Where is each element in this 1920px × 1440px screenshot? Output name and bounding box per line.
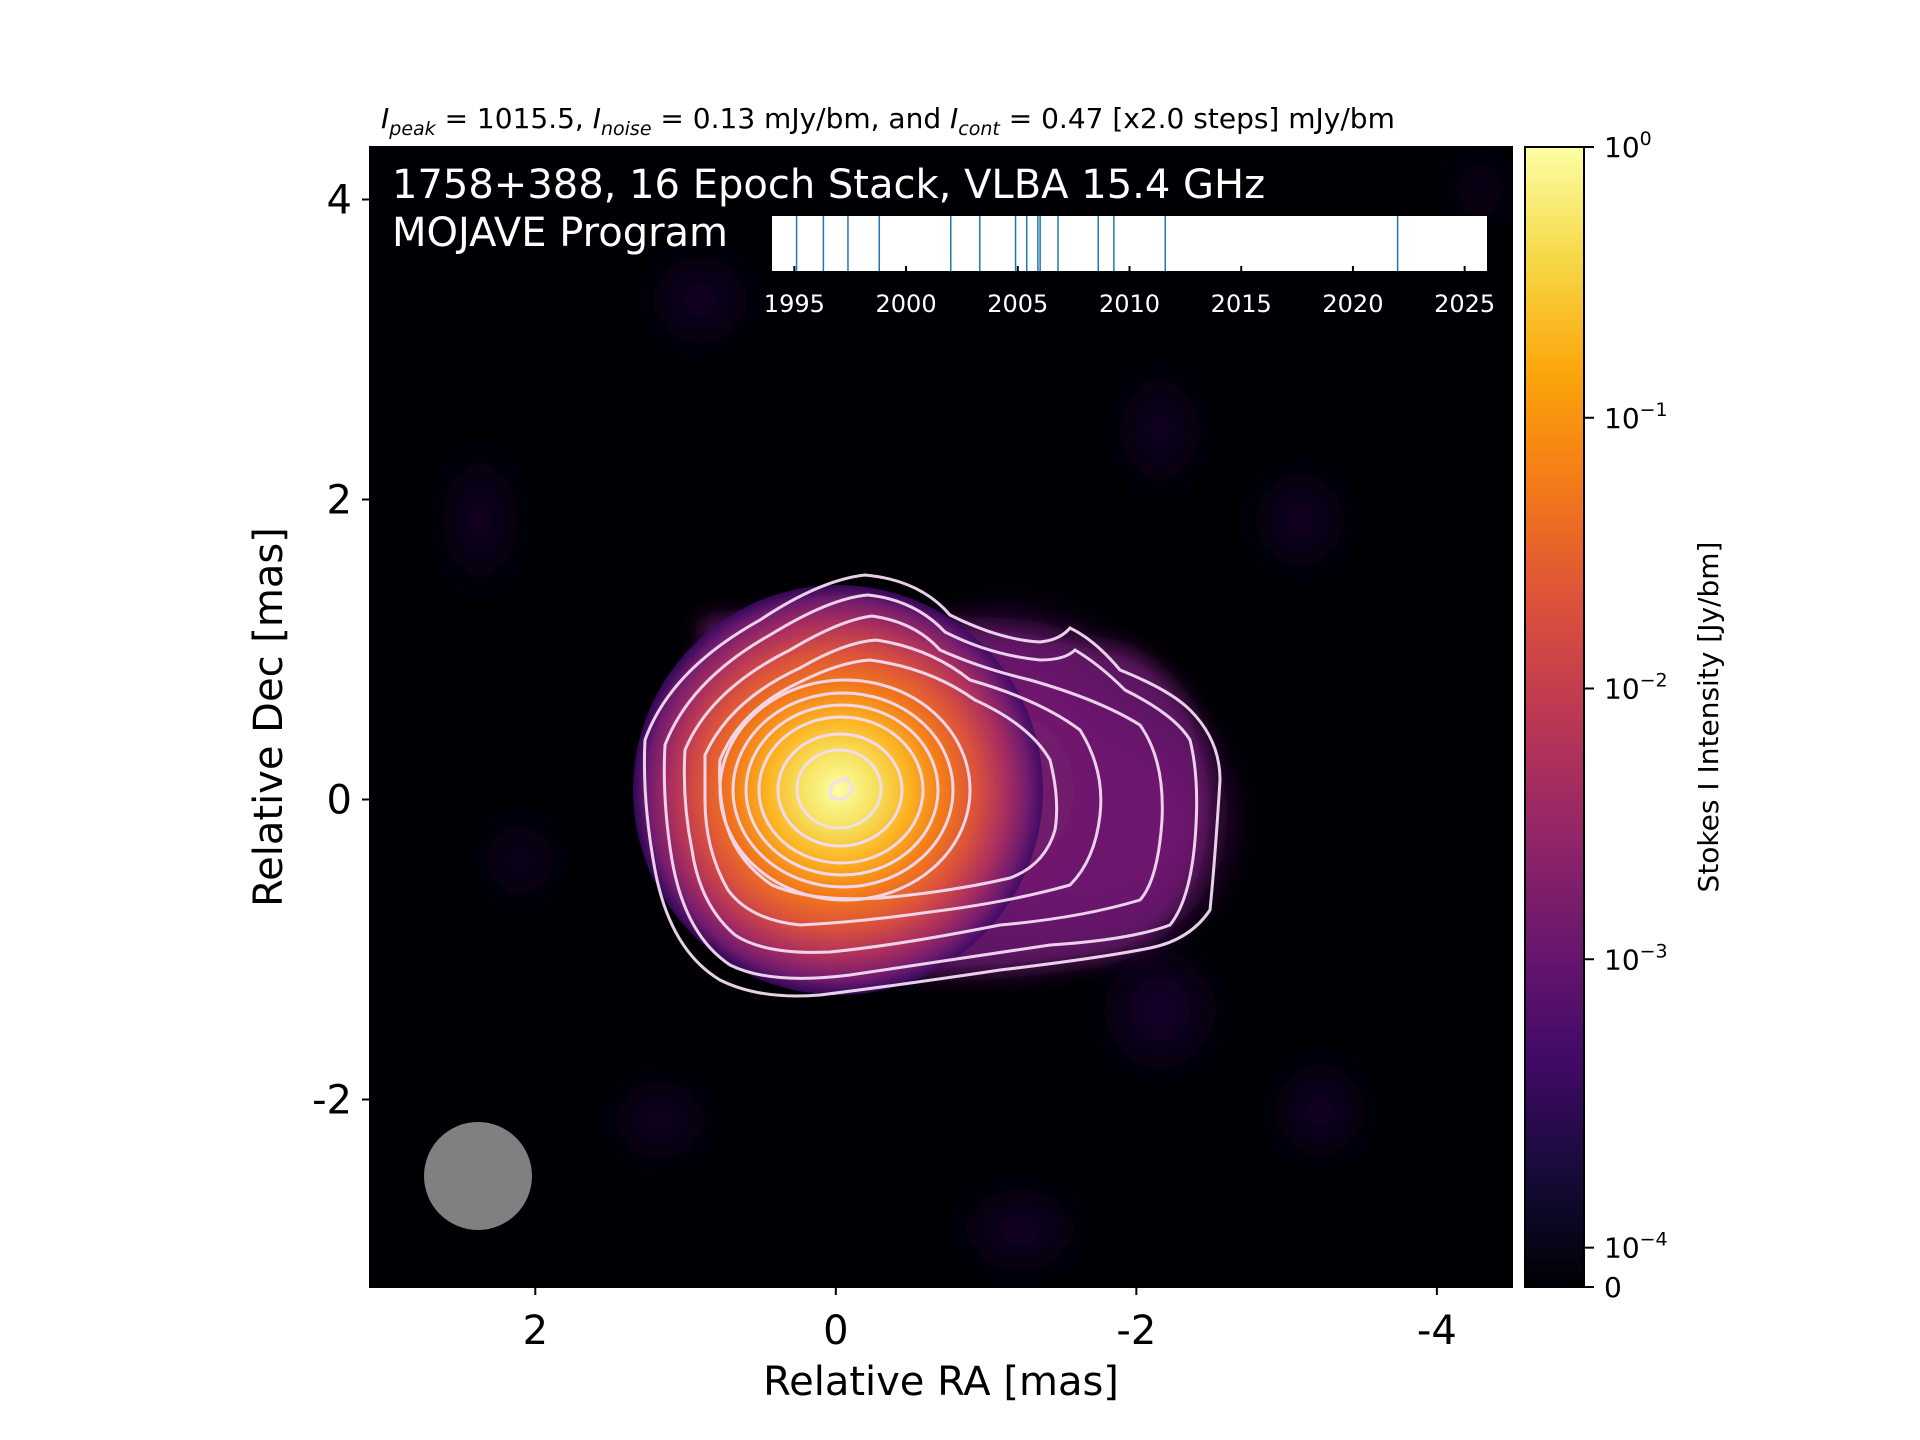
- colorbar-label: Stokes I Intensity [Jy/bm]: [1692, 542, 1725, 893]
- timeline-box: [772, 216, 1487, 271]
- x-tick-label: 0: [823, 1308, 848, 1354]
- plot-area: [370, 147, 1512, 1287]
- colorbar-tick-label: 0: [1604, 1271, 1622, 1304]
- y-axis-label: Relative Dec [mas]: [246, 527, 292, 907]
- timeline-tick-label: 2015: [1211, 290, 1272, 318]
- y-tick-label: 2: [327, 478, 352, 524]
- timeline-tick-label: 2005: [987, 290, 1048, 318]
- y-tick-label: -2: [312, 1078, 352, 1124]
- x-axis-label: Relative RA [mas]: [763, 1359, 1119, 1405]
- timeline-tick-label: 2010: [1099, 290, 1160, 318]
- y-tick-label: 4: [327, 178, 352, 224]
- x-tick-label: 2: [523, 1308, 548, 1354]
- colorbar: 100 10−1 10−2 10−3 10−4 0 Stokes I Intensity …: [1524, 128, 1725, 1304]
- timeline-tick-label: 2020: [1322, 290, 1383, 318]
- x-tick-label: -4: [1417, 1308, 1457, 1354]
- colorbar-tick-label: 10−1: [1604, 399, 1668, 435]
- contours: [642, 573, 1222, 998]
- timeline-tick-label: 2025: [1434, 290, 1495, 318]
- colorbar-tick-label: 10−2: [1604, 670, 1668, 706]
- colorbar-tick-label: 100: [1604, 128, 1652, 164]
- overlay-title-line2: MOJAVE Program: [392, 210, 728, 256]
- beam-ellipse: [424, 1122, 532, 1230]
- colorbar-tick-label: 10−4: [1604, 1229, 1668, 1265]
- timeline-tick-label: 2000: [876, 290, 937, 318]
- colorbar-tick-label: 10−3: [1604, 940, 1668, 976]
- timeline-tick-label: 1995: [764, 290, 825, 318]
- epoch-timeline: 1995 2000 2005 2010 2015 2020 2025: [764, 216, 1495, 318]
- y-tick-label: 0: [327, 778, 352, 824]
- overlay-title-line1: 1758+388, 16 Epoch Stack, VLBA 15.4 GHz: [392, 162, 1265, 208]
- colorbar-gradient: [1524, 146, 1585, 1288]
- plot-frame: [369, 146, 1513, 1288]
- x-tick-label: -2: [1116, 1308, 1156, 1354]
- chart-title: Ipeak = 1015.5, Inoise = 0.13 mJy/bm, an…: [381, 102, 1395, 140]
